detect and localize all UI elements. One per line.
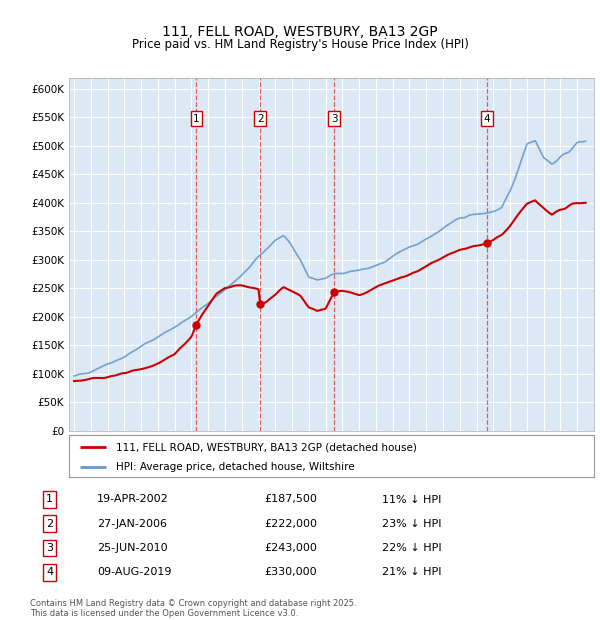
Text: £187,500: £187,500 — [265, 495, 317, 505]
Text: 1: 1 — [46, 495, 53, 505]
Text: £222,000: £222,000 — [265, 519, 317, 529]
Text: £330,000: £330,000 — [265, 567, 317, 577]
Text: 23% ↓ HPI: 23% ↓ HPI — [382, 519, 441, 529]
Text: 19-APR-2002: 19-APR-2002 — [97, 495, 169, 505]
Text: 111, FELL ROAD, WESTBURY, BA13 2GP: 111, FELL ROAD, WESTBURY, BA13 2GP — [162, 25, 438, 39]
Text: 25-JUN-2010: 25-JUN-2010 — [97, 543, 167, 553]
Text: HPI: Average price, detached house, Wiltshire: HPI: Average price, detached house, Wilt… — [116, 462, 355, 472]
Text: 4: 4 — [46, 567, 53, 577]
Text: 2: 2 — [46, 519, 53, 529]
Text: Price paid vs. HM Land Registry's House Price Index (HPI): Price paid vs. HM Land Registry's House … — [131, 38, 469, 51]
Text: 21% ↓ HPI: 21% ↓ HPI — [382, 567, 441, 577]
Text: 111, FELL ROAD, WESTBURY, BA13 2GP (detached house): 111, FELL ROAD, WESTBURY, BA13 2GP (deta… — [116, 442, 417, 452]
Text: 4: 4 — [484, 113, 490, 123]
Text: 22% ↓ HPI: 22% ↓ HPI — [382, 543, 441, 553]
Text: 11% ↓ HPI: 11% ↓ HPI — [382, 495, 441, 505]
Text: 2: 2 — [257, 113, 263, 123]
Text: 09-AUG-2019: 09-AUG-2019 — [97, 567, 172, 577]
Text: Contains HM Land Registry data © Crown copyright and database right 2025.
This d: Contains HM Land Registry data © Crown c… — [30, 599, 356, 618]
Text: 1: 1 — [193, 113, 200, 123]
Text: 3: 3 — [331, 113, 337, 123]
Text: £243,000: £243,000 — [265, 543, 317, 553]
Text: 27-JAN-2006: 27-JAN-2006 — [97, 519, 167, 529]
Text: 3: 3 — [46, 543, 53, 553]
